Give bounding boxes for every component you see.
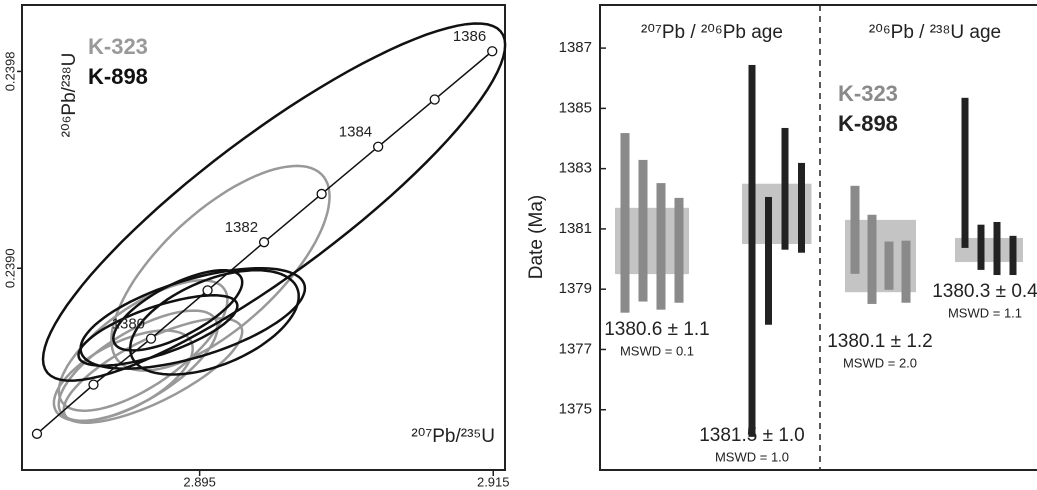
mswd-label: MSWD = 0.1	[620, 343, 694, 358]
date-bar	[748, 64, 756, 437]
y-axis-title: Date (Ma)	[526, 195, 547, 279]
y-tick-label: 1385	[559, 99, 592, 116]
y-tick-label: 1383	[559, 160, 592, 177]
error-ellipse	[57, 309, 219, 423]
y-tick-label: 1387	[559, 39, 592, 56]
y-tick-label: 1377	[559, 340, 592, 357]
mean-label: 1380.6 ± 1.1	[604, 319, 710, 340]
age-marker	[88, 379, 99, 390]
date-bar	[638, 159, 648, 302]
section-title: ²⁰⁷Pb / ²⁰⁶Pb age	[641, 22, 783, 43]
error-ellipse	[57, 279, 229, 412]
mswd-label: MSWD = 1.1	[948, 305, 1022, 320]
error-ellipse	[110, 164, 331, 372]
legend-entry: K-323	[838, 81, 898, 106]
age-label: 1384	[339, 124, 372, 141]
date-bar	[765, 196, 772, 325]
mswd-label: MSWD = 2.0	[843, 355, 917, 370]
date-bar	[620, 133, 630, 313]
age-marker	[429, 94, 440, 105]
legend-entry: K-898	[838, 111, 898, 136]
date-bar	[961, 97, 969, 248]
age-marker	[487, 46, 498, 57]
y-tick-label: 0.2398	[2, 52, 17, 92]
error-ellipse	[128, 268, 300, 376]
age-label: 1380	[112, 316, 145, 333]
date-bar	[884, 241, 894, 290]
x-tick-label: 2.915	[477, 474, 510, 489]
x-axis-title: ²⁰⁷Pb/²³⁵U	[411, 426, 495, 447]
y-tick-label: 0.2390	[2, 248, 17, 288]
y-tick-label: 1381	[559, 220, 592, 237]
x-tick-label: 2.895	[183, 474, 216, 489]
y-axis-title: ²⁰⁶Pb/²³⁸U	[59, 53, 80, 138]
date-bar	[867, 214, 877, 304]
left-frame	[21, 4, 506, 471]
error-ellipse	[77, 294, 239, 367]
age-label: 1386	[453, 28, 486, 45]
date-bar	[993, 221, 1001, 276]
age-marker	[258, 237, 270, 248]
date-bar	[901, 240, 911, 303]
mswd-label: MSWD = 1.0	[715, 449, 789, 464]
age-marker	[316, 188, 327, 200]
legend-entry: K-323	[88, 34, 148, 59]
mean-label: 1380.1 ± 1.2	[827, 331, 933, 352]
date-bar	[798, 162, 805, 253]
age-marker	[145, 333, 157, 344]
error-ellipse	[52, 329, 194, 423]
y-tick-label: 1375	[559, 401, 592, 418]
mean-label: 1380.3 ± 0.4	[932, 281, 1037, 302]
error-ellipse	[41, 22, 507, 382]
date-bar	[656, 183, 666, 310]
age-label: 1382	[225, 219, 258, 236]
y-tick-label: 1379	[559, 280, 592, 297]
error-ellipse	[112, 268, 244, 352]
date-bar	[1009, 235, 1017, 276]
legend-entry: K-898	[88, 64, 148, 89]
age-marker	[31, 428, 43, 439]
date-bar	[674, 197, 684, 303]
mean-label: 1381.5 ± 1.0	[699, 425, 805, 446]
section-title: ²⁰⁶Pb / ²³⁸U age	[869, 22, 1001, 43]
date-bar	[781, 127, 789, 250]
date-bar	[977, 224, 985, 270]
date-bar	[850, 185, 860, 274]
age-marker	[202, 285, 213, 296]
right-frame	[599, 4, 1037, 471]
age-marker	[373, 141, 384, 152]
